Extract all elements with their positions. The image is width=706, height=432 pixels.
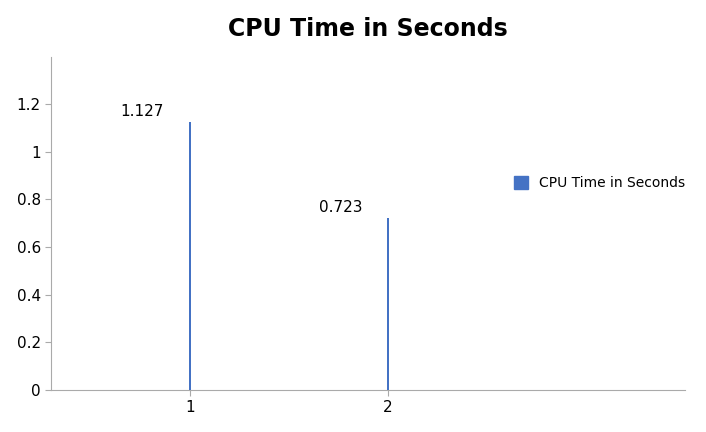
Text: 1.127: 1.127 — [121, 104, 164, 118]
Title: CPU Time in Seconds: CPU Time in Seconds — [229, 17, 508, 41]
Bar — [387, 218, 389, 390]
Text: 0.723: 0.723 — [319, 200, 362, 215]
Legend: CPU Time in Seconds: CPU Time in Seconds — [509, 171, 691, 196]
Bar — [189, 121, 191, 390]
